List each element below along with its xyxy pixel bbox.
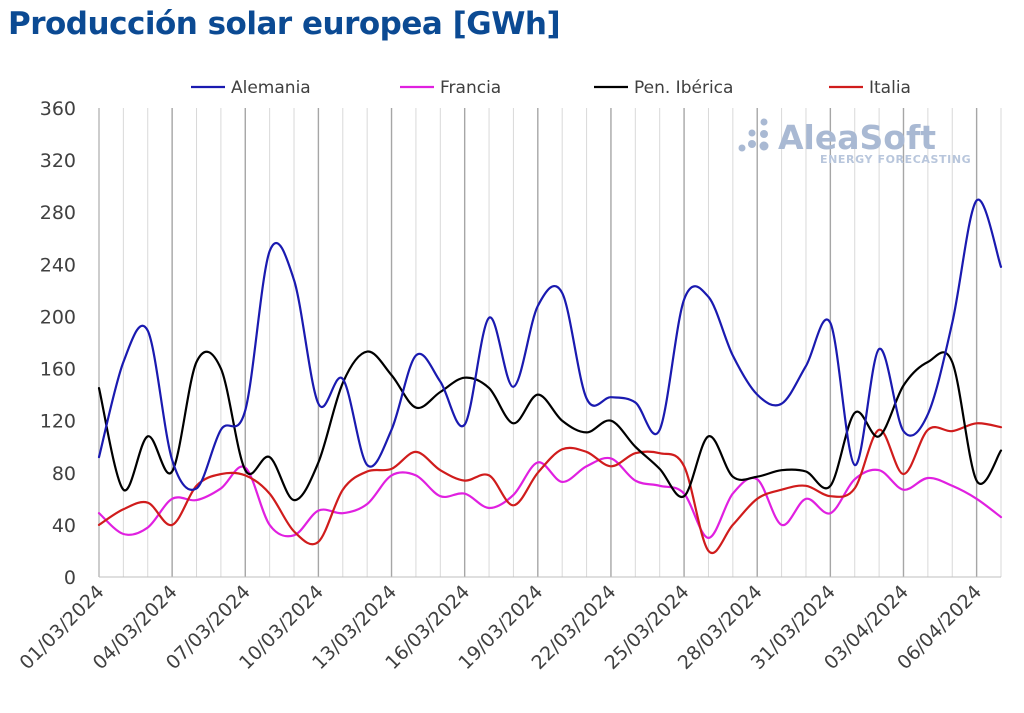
axes: [98, 108, 1001, 578]
y-axis-ticks: 0 40 80 120 160 200 240 280 320 360: [40, 98, 76, 589]
logo-name: AleaSoft: [778, 118, 936, 157]
y-tick-label: 80: [52, 463, 76, 485]
vertical-gridlines: [98, 108, 1002, 577]
y-tick-label: 240: [40, 254, 76, 276]
legend-label: Francia: [440, 78, 501, 98]
aleasoft-logo: AleaSoft ENERGY FORECASTING: [738, 118, 971, 166]
logo-tagline: ENERGY FORECASTING: [820, 153, 971, 166]
y-tick-label: 40: [52, 515, 76, 537]
series-line-italia: [97, 422, 1003, 555]
series-lines: [97, 198, 1003, 555]
y-tick-label: 280: [40, 202, 76, 224]
y-tick-label: 160: [40, 359, 76, 381]
series-line-francia: [97, 456, 1003, 539]
y-tick-label: 320: [40, 150, 76, 172]
legend-label: Italia: [869, 78, 911, 98]
y-tick-label: 360: [40, 98, 76, 120]
x-axis-ticks: 01/03/202404/03/202407/03/202410/03/2024…: [16, 581, 987, 674]
series-line-alemania: [97, 198, 1003, 491]
y-tick-label: 120: [40, 411, 76, 433]
y-tick-label: 200: [40, 306, 76, 328]
chart-title: Producción solar europea [GWh]: [8, 6, 561, 42]
legend-label: Pen. Ibérica: [634, 78, 733, 98]
legend: Alemania Francia Pen. Ibérica Italia: [191, 78, 911, 98]
y-tick-label: 0: [64, 567, 76, 589]
legend-label: Alemania: [231, 78, 311, 98]
logo-dots-icon: [738, 118, 769, 152]
